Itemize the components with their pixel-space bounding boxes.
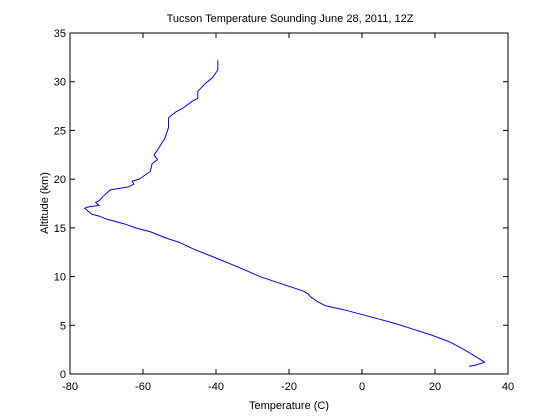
- x-tick-label: 0: [359, 381, 365, 393]
- plot-area: -80 -60 -40 -20 0 20 40 0 5 10 15 20 25 30 35: [54, 28, 514, 393]
- x-tick-label: 40: [502, 381, 514, 393]
- y-tick-label: 20: [54, 174, 66, 186]
- y-tick-label: 0: [60, 369, 66, 381]
- x-tick-label: -80: [62, 381, 78, 393]
- plot-frame: [69, 32, 509, 375]
- y-tick-label: 35: [54, 28, 66, 40]
- y-tick-label: 5: [60, 320, 66, 332]
- x-axis-ticks: -80 -60 -40 -20 0 20 40: [62, 33, 514, 393]
- x-tick-label: -20: [281, 381, 297, 393]
- chart-title: Tucson Temperature Sounding June 28, 201…: [167, 13, 414, 25]
- y-tick-label: 15: [54, 223, 66, 235]
- y-tick-label: 10: [54, 272, 66, 284]
- series-layer: [84, 60, 486, 367]
- y-axis-ticks: 0 5 10 15 20 25 30 35: [54, 28, 508, 381]
- x-tick-label: -40: [208, 381, 224, 393]
- x-tick-label: -60: [135, 381, 151, 393]
- x-axis-label: Temperature (C): [249, 400, 329, 412]
- y-axis-label: Altitude (km): [39, 172, 51, 234]
- y-tick-label: 25: [54, 125, 66, 137]
- temperature-profile-line: [84, 60, 486, 367]
- x-tick-label: 20: [429, 381, 441, 393]
- y-tick-label: 30: [54, 77, 66, 89]
